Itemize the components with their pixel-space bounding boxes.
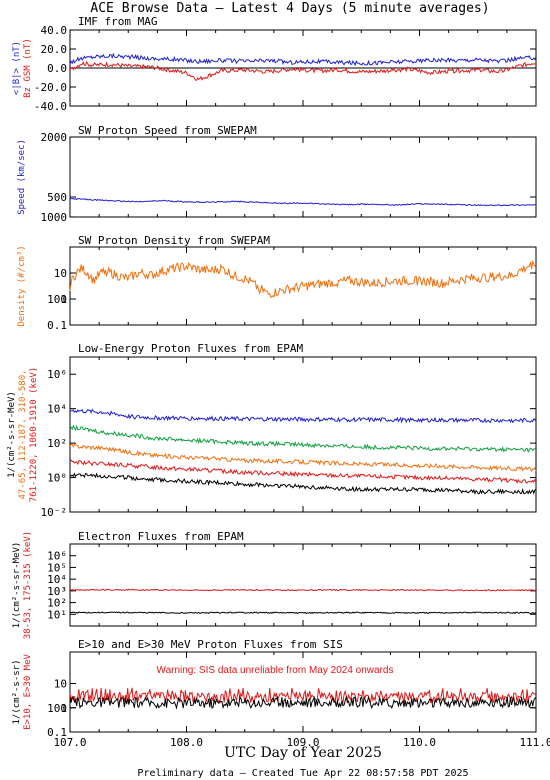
- panel-title: SW Proton Density from SWEPAM: [78, 234, 270, 247]
- series-line-47-65-kev: [69, 408, 537, 424]
- y-axis-label: 1/(cm²-s-sr-MeV): [7, 391, 17, 478]
- y-tick-label: 0.1: [47, 319, 67, 332]
- plot-area: 2000 1000 500 Speed (km/sec): [17, 131, 537, 224]
- y-axis-label: 47-65, 112-187, 310-580,: [18, 369, 28, 499]
- x-axis-label: UTC Day of Year 2025: [224, 745, 382, 761]
- x-tick-label: 110.0: [403, 736, 436, 749]
- figure-title: ACE Browse Data – Latest 4 Days (5 minut…: [90, 1, 489, 16]
- panel-title: IMF from MAG: [78, 15, 157, 28]
- y-tick-label: 0.0: [47, 62, 67, 75]
- y-axis-label: Density (#/cm³): [17, 245, 27, 326]
- y-axis-label: <|B|> (nT): [12, 41, 22, 95]
- panel-title: Electron Fluxes from EPAM: [78, 530, 244, 543]
- y-axis-label: 1/(cm²-s-sr): [12, 659, 22, 724]
- y-tick-label: -40.0: [34, 100, 67, 113]
- panel-frame: [69, 651, 537, 733]
- panel-imf: IMF from MAG 40.0 20.0 0.0 -20.0 -40.0 <|B|> …: [12, 15, 537, 113]
- plot-area: 40.0 20.0 0.0 -20.0 -40.0 <|B|> (nT) Bz GSM (n…: [12, 24, 537, 113]
- panel-title: Low-Energy Proton Fluxes from EPAM: [78, 342, 304, 355]
- plot-area: 100 10 1 0.1 1/(cm²-s-sr) E>10, E>30 MeV: [12, 652, 537, 739]
- y-tick-label: 10⁶: [47, 368, 67, 381]
- panel-sis: E>10 and E>30 MeV Proton Fluxes from SIS…: [12, 638, 537, 739]
- panel-density: SW Proton Density from SWEPAM 100 10 1 0.1 D…: [17, 234, 537, 332]
- series-line-speed: [69, 197, 537, 207]
- footer-note: Preliminary data – Created Tue Apr 22 08…: [137, 768, 468, 779]
- panel-title: E>10 and E>30 MeV Proton Fluxes from SIS: [78, 638, 343, 651]
- y-tick-label: 10⁻²: [41, 506, 68, 519]
- panel-speed: SW Proton Speed from SWEPAM 2000 1000 500 S…: [17, 124, 537, 224]
- y-axis-label: 761-1220, 1060-1910 (keV): [29, 367, 39, 502]
- y-tick-label: 10¹: [47, 608, 67, 621]
- y-tick-label: 10³: [47, 585, 67, 598]
- series-line-112-187-kev: [69, 424, 537, 454]
- y-tick-label: 500: [47, 191, 67, 204]
- y-axis-label: E>10, E>30 MeV: [23, 653, 33, 729]
- y-axis-label: Bz GSM (nT): [23, 38, 33, 98]
- y-tick-label: 1: [60, 702, 67, 715]
- panel-title: SW Proton Speed from SWEPAM: [78, 124, 257, 137]
- series-line-175-315-kev: [69, 611, 537, 615]
- series-line-38-53-kev: [69, 588, 537, 592]
- sis-warning-annotation: Warning: SIS data unreliable from May 20…: [157, 665, 394, 676]
- y-tick-label: 0.1: [47, 726, 67, 739]
- y-tick-label: 10²: [47, 597, 67, 610]
- panel-electron-fluxes: Electron Fluxes from EPAM 10⁶10⁵10⁴10³10…: [12, 530, 537, 639]
- x-tick-label: 109.0: [286, 736, 319, 749]
- y-tick-label: 10²: [47, 437, 67, 450]
- y-axis-label: Speed (km/sec): [17, 139, 27, 215]
- plot-area: 10⁶ 10⁴ 10² 10⁰ 10⁻² 1/(cm²-s-sr-MeV) 47-65, 1…: [7, 357, 537, 519]
- series-line-bz-gsm: [69, 60, 537, 82]
- series-line-density: [69, 260, 537, 299]
- series-line-310-580-kev: [69, 443, 537, 473]
- plot-area: 100 10 1 0.1 Density (#/cm³): [17, 245, 537, 332]
- panel-frame: [69, 356, 537, 513]
- y-tick-label: 10⁶: [47, 550, 67, 563]
- y-axis-label: 1/(cm²-s-sr-MeV): [12, 542, 22, 629]
- x-tick-label: 107.0: [53, 736, 86, 749]
- y-tick-label: 20.0: [41, 43, 68, 56]
- y-tick-label: 10: [54, 678, 67, 691]
- x-tick-label: 108.0: [170, 736, 203, 749]
- y-tick-label: 40.0: [41, 24, 68, 37]
- series-line-761-1220-kev: [69, 459, 537, 484]
- y-tick-label: 2000: [41, 131, 68, 144]
- y-tick-label: 10: [54, 267, 67, 280]
- series-line--b-: [69, 52, 537, 67]
- y-axis-label: 38-53, 175-315 (keV): [23, 531, 33, 639]
- x-axis: 107.0 108.0 109.0 110.0 111.0: [53, 736, 550, 749]
- panel-frame: [69, 543, 537, 627]
- series-line-e-10-mev: [69, 687, 537, 705]
- y-tick-label: 10⁴: [47, 573, 67, 586]
- y-tick-label: 10⁴: [47, 403, 67, 416]
- x-tick-label: 111.0: [519, 736, 550, 749]
- y-tick-label: 100: [47, 293, 67, 306]
- y-tick-label: 100: [47, 702, 67, 715]
- y-tick-label: 10⁵: [47, 561, 67, 574]
- y-tick-label: 1: [60, 293, 67, 306]
- series-line-e-30-mev: [69, 695, 537, 710]
- panel-proton-fluxes: Low-Energy Proton Fluxes from EPAM 10⁶10…: [7, 342, 537, 519]
- y-tick-label: 1000: [41, 211, 68, 224]
- y-tick-label: 10⁰: [47, 472, 67, 485]
- series-line-1060-1910-kev: [69, 472, 537, 495]
- y-tick-label: -20.0: [34, 81, 67, 94]
